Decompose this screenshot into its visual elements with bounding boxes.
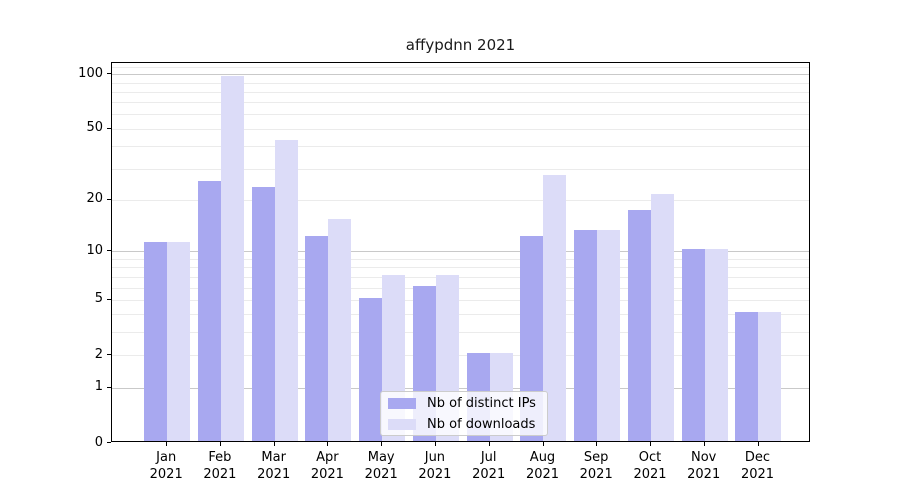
ytick-mark-1 [107, 386, 111, 388]
gridline-minor-110 [112, 66, 809, 68]
xtick-mark-may [381, 442, 383, 446]
bar-downloads-aug [543, 174, 567, 441]
gridline-minor-40 [112, 146, 809, 148]
bar-downloads-nov [704, 249, 728, 441]
xtick-mark-sep [596, 442, 598, 446]
ytick-label-10: 10 [86, 242, 103, 258]
legend-swatch-distinct-ips [388, 398, 416, 409]
ytick-mark-2 [107, 354, 111, 356]
xtick-label-oct: Oct 2021 [633, 450, 667, 482]
xtick-label-jun: Jun 2021 [418, 450, 452, 482]
gridline-major-10 [112, 251, 809, 253]
gridline-minor-80 [112, 91, 809, 93]
ytick-mark-5 [107, 298, 111, 300]
gridline-minor-90 [112, 82, 809, 84]
xtick-label-dec: Dec 2021 [740, 450, 775, 482]
ytick-label-2: 2 [94, 346, 103, 362]
bar-ips-aug [520, 236, 544, 441]
gridline-minor-60 [112, 114, 809, 116]
xtick-mark-nov [703, 442, 705, 446]
gridline-minor-3 [112, 332, 809, 334]
legend-row-distinct-ips: Nb of distinct IPs [388, 394, 547, 413]
bar-downloads-mar [274, 140, 298, 441]
bar-ips-feb [197, 180, 221, 441]
xtick-mark-jun [434, 442, 436, 446]
gridline-minor-7 [112, 276, 809, 278]
legend-label-distinct-ips: Nb of distinct IPs [427, 396, 536, 411]
ytick-mark-10 [107, 250, 111, 252]
gridline-minor-2 [112, 355, 809, 357]
xtick-label-mar: Mar 2021 [257, 450, 291, 482]
xtick-label-jan: Jan 2021 [149, 450, 183, 482]
xtick-mark-oct [650, 442, 651, 446]
xtick-label-sep: Sep 2021 [579, 450, 613, 482]
ytick-mark-20 [107, 198, 111, 200]
legend: Nb of distinct IPs Nb of downloads [380, 391, 548, 436]
xtick-mark-jan [166, 442, 168, 446]
bar-ips-jan [144, 242, 168, 441]
gridline-minor-30 [112, 168, 809, 170]
chart-title: affypdnn 2021 [405, 36, 516, 54]
ytick-label-50: 50 [86, 120, 103, 136]
bar-ips-sep [574, 230, 598, 441]
plot-area [111, 62, 810, 442]
bar-ips-apr [305, 236, 329, 441]
legend-swatch-downloads [388, 419, 416, 430]
legend-row-downloads: Nb of downloads [388, 415, 547, 434]
xtick-label-nov: Nov 2021 [687, 450, 721, 482]
ytick-mark-0 [107, 442, 111, 443]
bar-ips-oct [627, 210, 651, 441]
bar-downloads-jan [167, 242, 191, 441]
xtick-label-may: May 2021 [364, 450, 398, 482]
ytick-label-1: 1 [94, 379, 103, 395]
ytick-label-20: 20 [86, 191, 103, 207]
gridline-minor-6 [112, 287, 809, 289]
ytick-mark-100 [107, 73, 111, 75]
gridline-minor-50 [112, 128, 809, 130]
xtick-mark-dec [757, 442, 759, 446]
bar-downloads-sep [597, 230, 621, 441]
bar-downloads-apr [328, 219, 352, 441]
xtick-mark-apr [327, 442, 329, 446]
gridline-minor-70 [112, 102, 809, 104]
bar-ips-may [359, 297, 383, 441]
gridline-minor-20 [112, 199, 809, 201]
xtick-mark-jul [488, 442, 490, 446]
bar-downloads-oct [650, 194, 674, 441]
xtick-mark-aug [542, 442, 544, 446]
bar-ips-nov [681, 249, 705, 441]
xtick-label-apr: Apr 2021 [310, 450, 344, 482]
ytick-label-100: 100 [78, 65, 103, 81]
gridline-major-1 [112, 387, 809, 389]
gridline-minor-8 [112, 267, 809, 269]
gridline-minor-5 [112, 299, 809, 301]
gridline-minor-4 [112, 314, 809, 316]
bar-ips-mar [251, 187, 275, 441]
bar-downloads-feb [220, 76, 244, 441]
legend-label-downloads: Nb of downloads [427, 417, 536, 432]
xtick-label-aug: Aug 2021 [525, 450, 560, 482]
ytick-label-5: 5 [94, 291, 103, 307]
gridline-minor-9 [112, 259, 809, 260]
xtick-mark-feb [219, 442, 221, 446]
bar-ips-dec [735, 312, 759, 441]
xtick-label-feb: Feb 2021 [203, 450, 237, 482]
xtick-mark-mar [273, 442, 275, 446]
gridline-major-100 [112, 74, 809, 76]
xtick-label-jul: Jul 2021 [472, 450, 506, 482]
bar-downloads-dec [758, 312, 782, 441]
ytick-label-0: 0 [94, 434, 103, 450]
ytick-mark-50 [107, 127, 111, 129]
